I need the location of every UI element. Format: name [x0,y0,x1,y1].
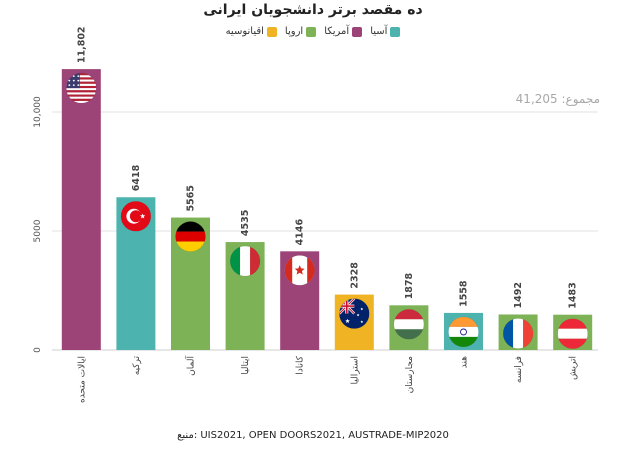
at-flag-icon [557,318,589,350]
y-tick-label: 0 [33,347,43,353]
legend-swatch [352,26,363,37]
x-tick-label: اتریش [569,356,579,380]
total-label: مجموع: 41,205 [515,92,600,106]
legend-label: اقیانوسیه [225,26,264,37]
legend-item-oceania: اقیانوسیه [226,26,277,37]
au-flag-icon [338,298,370,329]
bar-chart: 0 5000 10,000 11,802 ایالات متحده 6418 ترکیه 55… [33,26,598,403]
ca-flag-icon [284,255,316,286]
us-flag-icon [66,72,97,104]
data-label: 1483 [568,282,579,308]
legend-label: آمریکا [324,26,350,37]
data-label: 4535 [240,210,251,236]
legend-item-america: آمریکا [324,26,363,37]
it-flag-icon [229,245,261,277]
bar [61,69,101,350]
chart-title: ده مقصد برتر دانشجویان ایرانی [203,2,423,18]
data-label: 4146 [295,218,306,245]
y-tick-label: 10,000 [33,96,43,128]
data-label: 1492 [513,282,524,308]
tr-flag-icon [120,200,152,232]
legend: آسیا آمریکا اروپا اقیانوسیه [0,26,626,37]
legend-swatch [306,26,317,37]
x-tick-label: کانادا [296,355,306,374]
data-label: 1878 [404,272,415,299]
x-tick-label: هند [460,356,470,368]
x-tick-label: ایتالیا [241,356,251,375]
x-tick-label: ایالات متحده [77,356,87,403]
data-label: 5565 [186,185,197,211]
legend-item-europe: اروپا [284,26,317,37]
x-tick-label: استرالیا [350,356,360,384]
hu-flag-icon [393,309,425,340]
data-label: 6418 [131,164,142,191]
data-label: 1558 [459,280,470,307]
legend-swatch [266,26,277,37]
x-tick-label: آلمان [185,356,197,376]
fr-flag-icon [502,318,534,349]
de-flag-icon [175,221,206,252]
x-tick-label: فرانسه [514,356,524,383]
data-label: 11,802 [76,26,87,63]
legend-swatch [390,26,401,37]
data-label: 2328 [349,262,360,289]
legend-item-asia: آسیا [370,26,401,37]
in-flag-icon [448,316,479,348]
x-tick-label: مجارستان [405,356,415,394]
legend-label: اروپا [284,26,304,37]
y-tick-label: 5000 [33,219,43,242]
x-tick-label: ترکیه [132,356,142,376]
source-label: منبع: UIS2021, OPEN DOORS2021, AUSTRADE-… [177,430,449,441]
legend-label: آسیا [370,26,388,37]
